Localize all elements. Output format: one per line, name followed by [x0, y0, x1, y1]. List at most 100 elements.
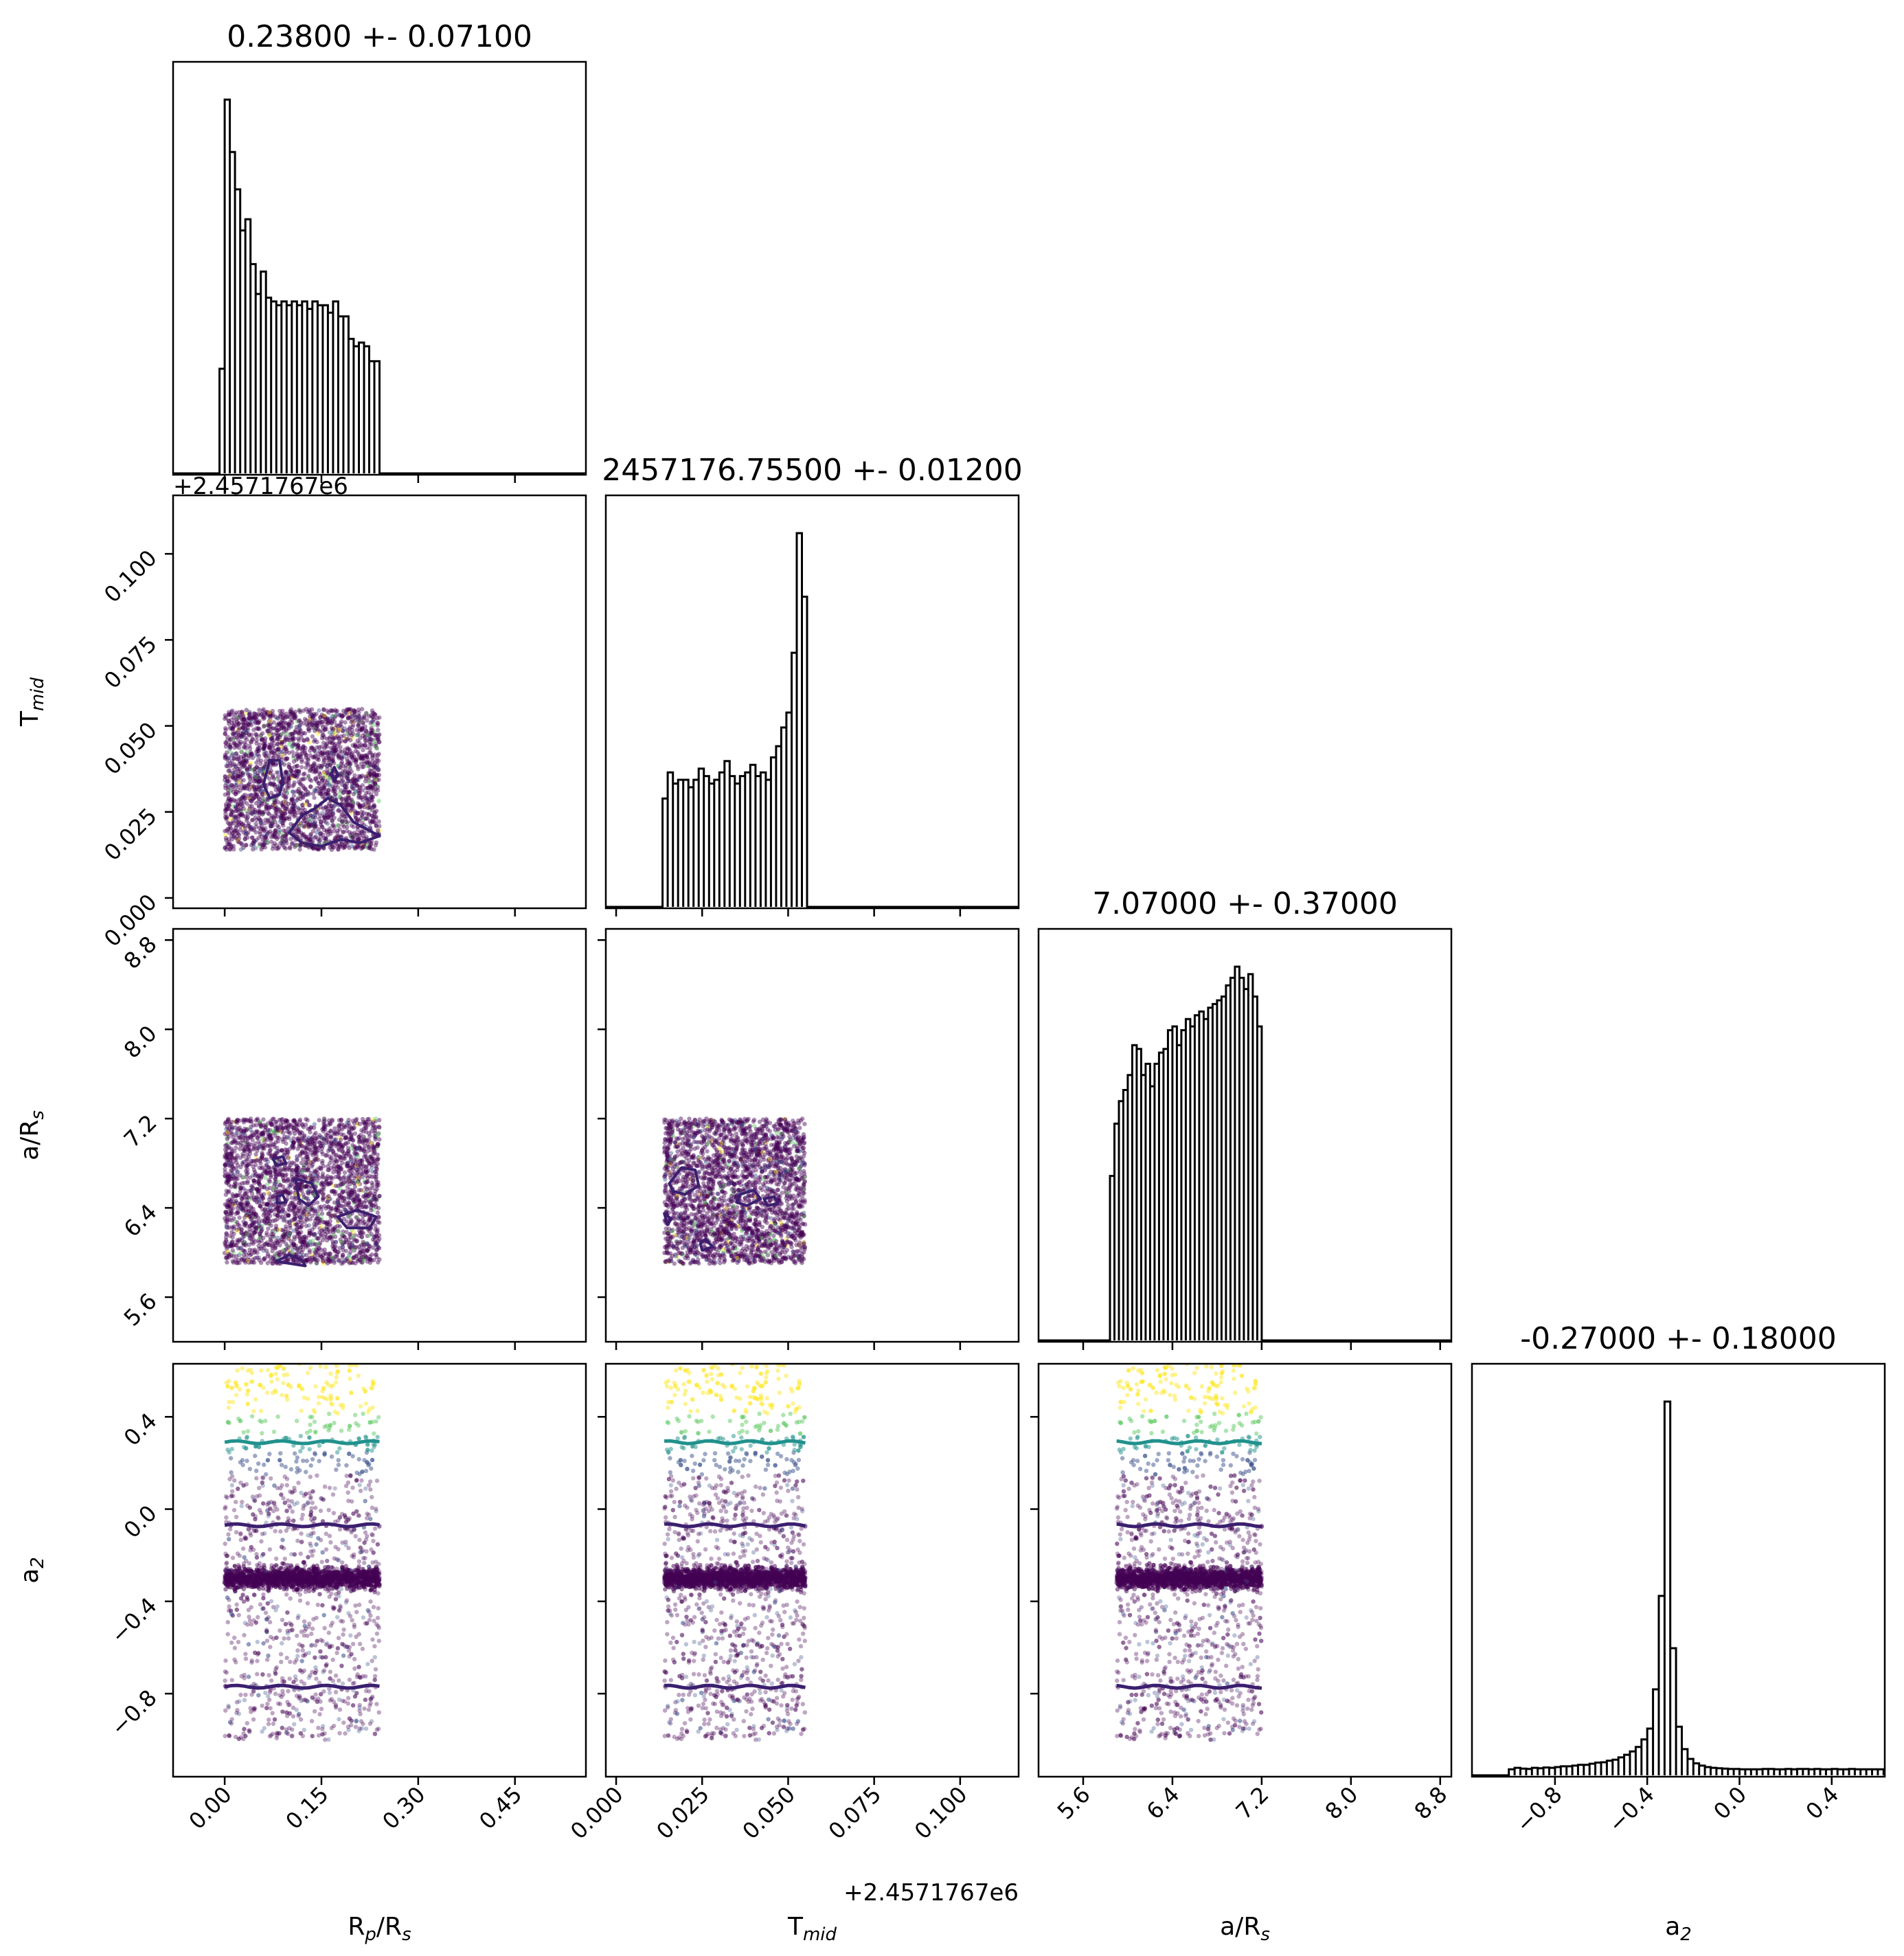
scatter-point [356, 740, 362, 745]
scatter-point [346, 795, 352, 800]
scatter-point [248, 825, 253, 830]
scatter-point [339, 756, 345, 761]
scatter-point [306, 791, 312, 796]
scatter-point [340, 1149, 345, 1154]
scatter-point [332, 1126, 337, 1131]
scatter-point [359, 1258, 363, 1263]
scatter-point [223, 815, 228, 820]
scatter-point [298, 796, 303, 802]
scatter-point [245, 737, 249, 742]
scatter-point [354, 1222, 359, 1227]
scatter-point [332, 845, 337, 850]
scatter-point [297, 1215, 302, 1219]
scatter-point [254, 785, 260, 789]
scatter-point [370, 813, 375, 818]
scatter-point [370, 756, 375, 761]
scatter-point [234, 719, 240, 725]
scatter-point [246, 793, 251, 798]
scatter-point [247, 1209, 251, 1213]
scatter-point [363, 801, 367, 806]
scatter-point [314, 767, 319, 772]
scatter-point [345, 790, 350, 795]
scatter-point [302, 835, 307, 840]
scatter-point [374, 1234, 379, 1239]
scatter-point [321, 708, 326, 712]
scatter-point [341, 754, 346, 759]
scatter-point [319, 752, 324, 758]
scatter-point [344, 799, 349, 804]
scatter-point [229, 787, 234, 792]
scatter-point [315, 1216, 321, 1221]
scatter-point [350, 781, 355, 786]
scatter-point [336, 763, 341, 769]
scatter-point [292, 1118, 297, 1123]
scatter-point [287, 816, 292, 822]
scatter-point [280, 805, 286, 809]
scatter-point [339, 842, 345, 847]
scatter-point [280, 793, 286, 798]
scatter-point [303, 824, 308, 829]
scatter-point [248, 1214, 253, 1219]
scatter-point [348, 708, 353, 713]
scatter-point [331, 1149, 336, 1154]
scatter-point [294, 770, 299, 776]
scatter-point [240, 771, 246, 776]
scatter-point [254, 824, 259, 829]
scatter-point [321, 815, 326, 820]
scatter-point [241, 795, 246, 800]
scatter-point [349, 834, 354, 840]
scatter-point [230, 1235, 235, 1240]
scatter-point [269, 820, 275, 825]
scatter-point [360, 821, 365, 826]
scatter-point [247, 712, 252, 717]
scatter-point [302, 1138, 307, 1143]
scatter-point [330, 809, 335, 814]
scatter-point [376, 828, 382, 833]
scatter-point [247, 824, 251, 829]
scatter-point [253, 815, 258, 820]
scatter-point [353, 759, 358, 765]
scatter-point [330, 748, 335, 753]
scatter-point [326, 753, 330, 758]
scatter-point [294, 843, 299, 848]
scatter-point [370, 731, 374, 736]
scatter-point [359, 795, 363, 800]
scatter-point [262, 1169, 267, 1174]
scatter-point [352, 710, 357, 715]
scatter-point [241, 1241, 246, 1246]
scatter-point [231, 723, 236, 728]
scatter-point [225, 1130, 230, 1135]
scatter-point [229, 837, 234, 842]
scatter-point [308, 1207, 313, 1212]
scatter-point [245, 783, 250, 788]
scatter-point [264, 832, 270, 837]
scatter-point [260, 1136, 264, 1142]
scatter-point [305, 1157, 310, 1162]
scatter-point [367, 783, 372, 789]
scatter-point [286, 776, 291, 780]
scatter-point [247, 764, 252, 769]
scatter-point [261, 707, 266, 712]
scatter-point [225, 1198, 230, 1204]
scatter-point [343, 797, 349, 802]
scatter-point [365, 1256, 370, 1261]
scatter-point [315, 1261, 319, 1266]
scatter-point [374, 816, 378, 821]
scatter-point [339, 759, 345, 765]
scatter-point [271, 815, 276, 820]
scatter-point [272, 797, 277, 802]
scatter-point [249, 719, 254, 724]
scatter-point [223, 715, 229, 720]
scatter-point [264, 710, 269, 715]
scatter-point [356, 745, 362, 750]
scatter-point [335, 835, 339, 840]
scatter-point [262, 766, 267, 772]
scatter-point [287, 1203, 293, 1208]
scatter-point [225, 1178, 230, 1184]
scatter-point [264, 1162, 269, 1167]
scatter-point [229, 813, 234, 818]
scatter-point [354, 1145, 359, 1150]
scatter-point [357, 1198, 362, 1202]
scatter-point [256, 787, 261, 793]
scatter-point [240, 1197, 245, 1202]
